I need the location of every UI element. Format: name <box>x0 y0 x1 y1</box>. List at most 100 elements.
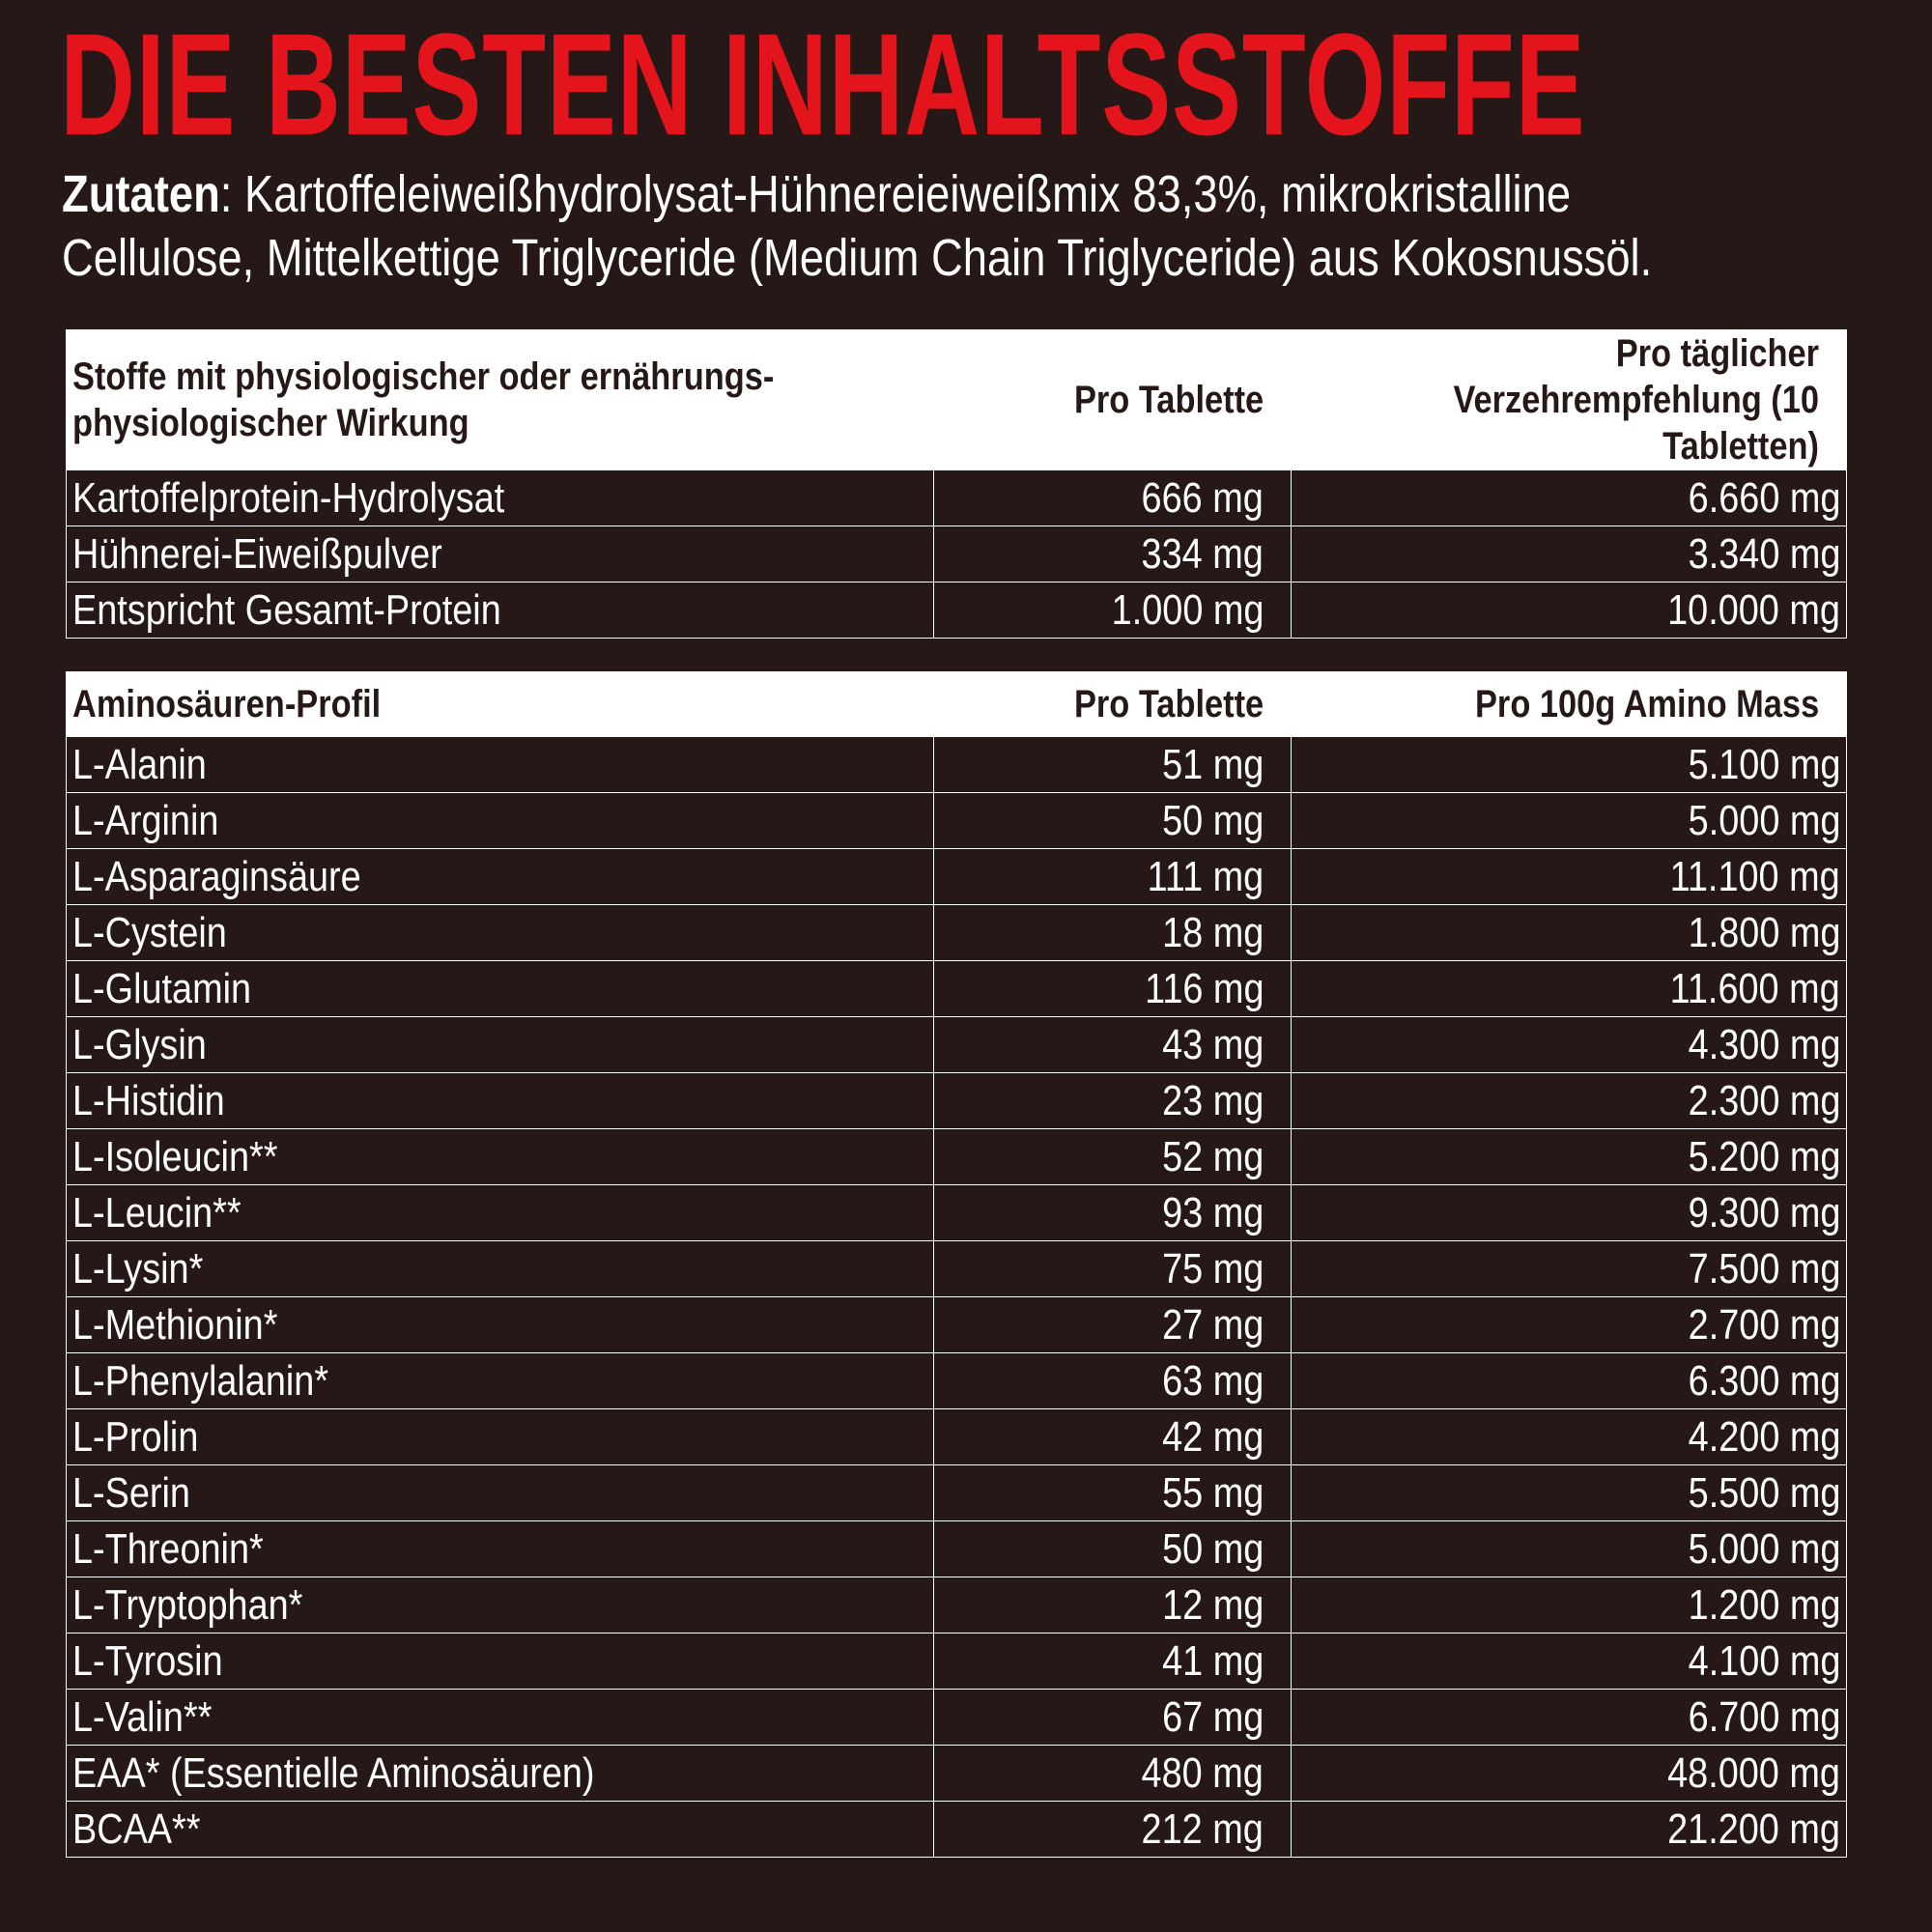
table-row: L-Glysin 43 mg 4.300 mg <box>66 1016 1847 1073</box>
per-tablet-value: 50 mg <box>933 792 1292 849</box>
total-value: 11.600 mg <box>1291 960 1847 1017</box>
row-label: L-Serin <box>66 1464 934 1521</box>
table-row: Kartoffelprotein-Hydrolysat 666 mg 6.660 m… <box>66 469 1847 526</box>
ingredients-line-2: Cellulose, Mittelkettige Triglyceride (M… <box>62 229 1653 287</box>
total-value: 5.000 mg <box>1291 1520 1847 1577</box>
table-row: Hühnerei-Eiweißpulver 334 mg 3.340 mg <box>66 526 1847 582</box>
per-tablet-value: 1.000 mg <box>933 582 1292 639</box>
per-tablet-value: 27 mg <box>933 1296 1292 1353</box>
total-value: 6.660 mg <box>1291 469 1847 526</box>
protein-header-per-tablet: Pro Tablette <box>933 329 1292 470</box>
total-value: 11.100 mg <box>1291 848 1847 905</box>
table-row: L-Alanin 51 mg 5.100 mg <box>66 736 1847 793</box>
per-tablet-value: 12 mg <box>933 1577 1292 1634</box>
table-row: L-Leucin** 93 mg 9.300 mg <box>66 1184 1847 1241</box>
amino-header-per-100g: Pro 100g Amino Mass <box>1291 671 1847 737</box>
total-value: 5.100 mg <box>1291 736 1847 793</box>
total-value: 4.200 mg <box>1291 1408 1847 1465</box>
table-row: Entspricht Gesamt-Protein 1.000 mg 10.000 … <box>66 582 1847 639</box>
per-tablet-value: 63 mg <box>933 1352 1292 1409</box>
total-value: 21.200 mg <box>1291 1801 1847 1858</box>
table-row: EAA* (Essentielle Aminosäuren) 480 mg 48.0… <box>66 1745 1847 1802</box>
per-tablet-value: 55 mg <box>933 1464 1292 1521</box>
per-tablet-value: 41 mg <box>933 1633 1292 1690</box>
ingredients-label: Zutaten <box>62 165 220 223</box>
per-tablet-value: 23 mg <box>933 1072 1292 1129</box>
row-label: Entspricht Gesamt-Protein <box>66 582 934 639</box>
protein-table: Stoffe mit physiologischer oder ernährun… <box>66 329 1847 639</box>
total-value: 6.300 mg <box>1291 1352 1847 1409</box>
table-row: L-Phenylalanin* 63 mg 6.300 mg <box>66 1352 1847 1409</box>
row-label: L-Alanin <box>66 736 934 793</box>
table-row: L-Asparaginsäure 111 mg 11.100 mg <box>66 848 1847 905</box>
amino-table-body: L-Alanin 51 mg 5.100 mg L-Arginin 50 mg 5.000… <box>66 736 1847 1858</box>
row-label: L-Asparaginsäure <box>66 848 934 905</box>
table-row: L-Serin 55 mg 5.500 mg <box>66 1464 1847 1521</box>
row-label: L-Glysin <box>66 1016 934 1073</box>
ingredients-line-1: Zutaten: Kartoffeleiweißhydrolysat-Hühne… <box>62 162 1587 226</box>
protein-header-substance: Stoffe mit physiologischer oder ernährun… <box>66 329 934 470</box>
table-row: L-Prolin 42 mg 4.200 mg <box>66 1408 1847 1465</box>
amino-table: Aminosäuren-Profil Pro Tablette Pro 100g… <box>66 671 1847 1858</box>
per-tablet-value: 666 mg <box>933 469 1292 526</box>
total-value: 7.500 mg <box>1291 1240 1847 1297</box>
total-value: 5.000 mg <box>1291 792 1847 849</box>
ingredients-text-1: : Kartoffeleiweißhydrolysat-Hühnereieiwe… <box>219 165 1572 223</box>
total-value: 1.800 mg <box>1291 904 1847 961</box>
row-label: L-Methionin* <box>66 1296 934 1353</box>
per-tablet-value: 42 mg <box>933 1408 1292 1465</box>
row-label: EAA* (Essentielle Aminosäuren) <box>66 1745 934 1802</box>
table-row: L-Glutamin 116 mg 11.600 mg <box>66 960 1847 1017</box>
total-value: 2.300 mg <box>1291 1072 1847 1129</box>
amino-table-header: Aminosäuren-Profil Pro Tablette Pro 100g… <box>66 671 1847 737</box>
per-tablet-value: 43 mg <box>933 1016 1292 1073</box>
per-tablet-value: 75 mg <box>933 1240 1292 1297</box>
table-row: L-Arginin 50 mg 5.000 mg <box>66 792 1847 849</box>
amino-header-per-tablet: Pro Tablette <box>933 671 1292 737</box>
total-value: 4.300 mg <box>1291 1016 1847 1073</box>
protein-table-header: Stoffe mit physiologischer oder ernährun… <box>66 329 1847 470</box>
table-row: L-Isoleucin** 52 mg 5.200 mg <box>66 1128 1847 1185</box>
per-tablet-value: 93 mg <box>933 1184 1292 1241</box>
row-label: Kartoffelprotein-Hydrolysat <box>66 469 934 526</box>
row-label: L-Tryptophan* <box>66 1577 934 1634</box>
row-label: L-Valin** <box>66 1689 934 1746</box>
row-label: L-Glutamin <box>66 960 934 1017</box>
total-value: 6.700 mg <box>1291 1689 1847 1746</box>
total-value: 5.500 mg <box>1291 1464 1847 1521</box>
per-tablet-value: 480 mg <box>933 1745 1292 1802</box>
row-label: L-Isoleucin** <box>66 1128 934 1185</box>
row-label: L-Lysin* <box>66 1240 934 1297</box>
row-label: Hühnerei-Eiweißpulver <box>66 526 934 582</box>
table-row: L-Valin** 67 mg 6.700 mg <box>66 1689 1847 1746</box>
table-row: L-Cystein 18 mg 1.800 mg <box>66 904 1847 961</box>
row-label: L-Phenylalanin* <box>66 1352 934 1409</box>
table-row: L-Tyrosin 41 mg 4.100 mg <box>66 1633 1847 1690</box>
row-label: L-Leucin** <box>66 1184 934 1241</box>
per-tablet-value: 212 mg <box>933 1801 1292 1858</box>
table-row: L-Lysin* 75 mg 7.500 mg <box>66 1240 1847 1297</box>
row-label: L-Histidin <box>66 1072 934 1129</box>
row-label: L-Threonin* <box>66 1520 934 1577</box>
total-value: 4.100 mg <box>1291 1633 1847 1690</box>
table-row: L-Histidin 23 mg 2.300 mg <box>66 1072 1847 1129</box>
per-tablet-value: 67 mg <box>933 1689 1292 1746</box>
per-tablet-value: 18 mg <box>933 904 1292 961</box>
per-tablet-value: 111 mg <box>933 848 1292 905</box>
total-value: 5.200 mg <box>1291 1128 1847 1185</box>
total-value: 10.000 mg <box>1291 582 1847 639</box>
protein-header-per-day: Pro täglicher Verzehrempfehlung (10 Tabl… <box>1291 329 1847 470</box>
table-row: L-Methionin* 27 mg 2.700 mg <box>66 1296 1847 1353</box>
protein-table-body: Kartoffelprotein-Hydrolysat 666 mg 6.660 m… <box>66 469 1847 639</box>
total-value: 48.000 mg <box>1291 1745 1847 1802</box>
total-value: 3.340 mg <box>1291 526 1847 582</box>
total-value: 9.300 mg <box>1291 1184 1847 1241</box>
per-tablet-value: 334 mg <box>933 526 1292 582</box>
row-label: L-Prolin <box>66 1408 934 1465</box>
total-value: 1.200 mg <box>1291 1577 1847 1634</box>
amino-header-profile: Aminosäuren-Profil <box>66 671 934 737</box>
ingredients-text: Zutaten: Kartoffeleiweißhydrolysat-Hühne… <box>62 162 1878 290</box>
per-tablet-value: 50 mg <box>933 1520 1292 1577</box>
row-label: L-Cystein <box>66 904 934 961</box>
per-tablet-value: 51 mg <box>933 736 1292 793</box>
